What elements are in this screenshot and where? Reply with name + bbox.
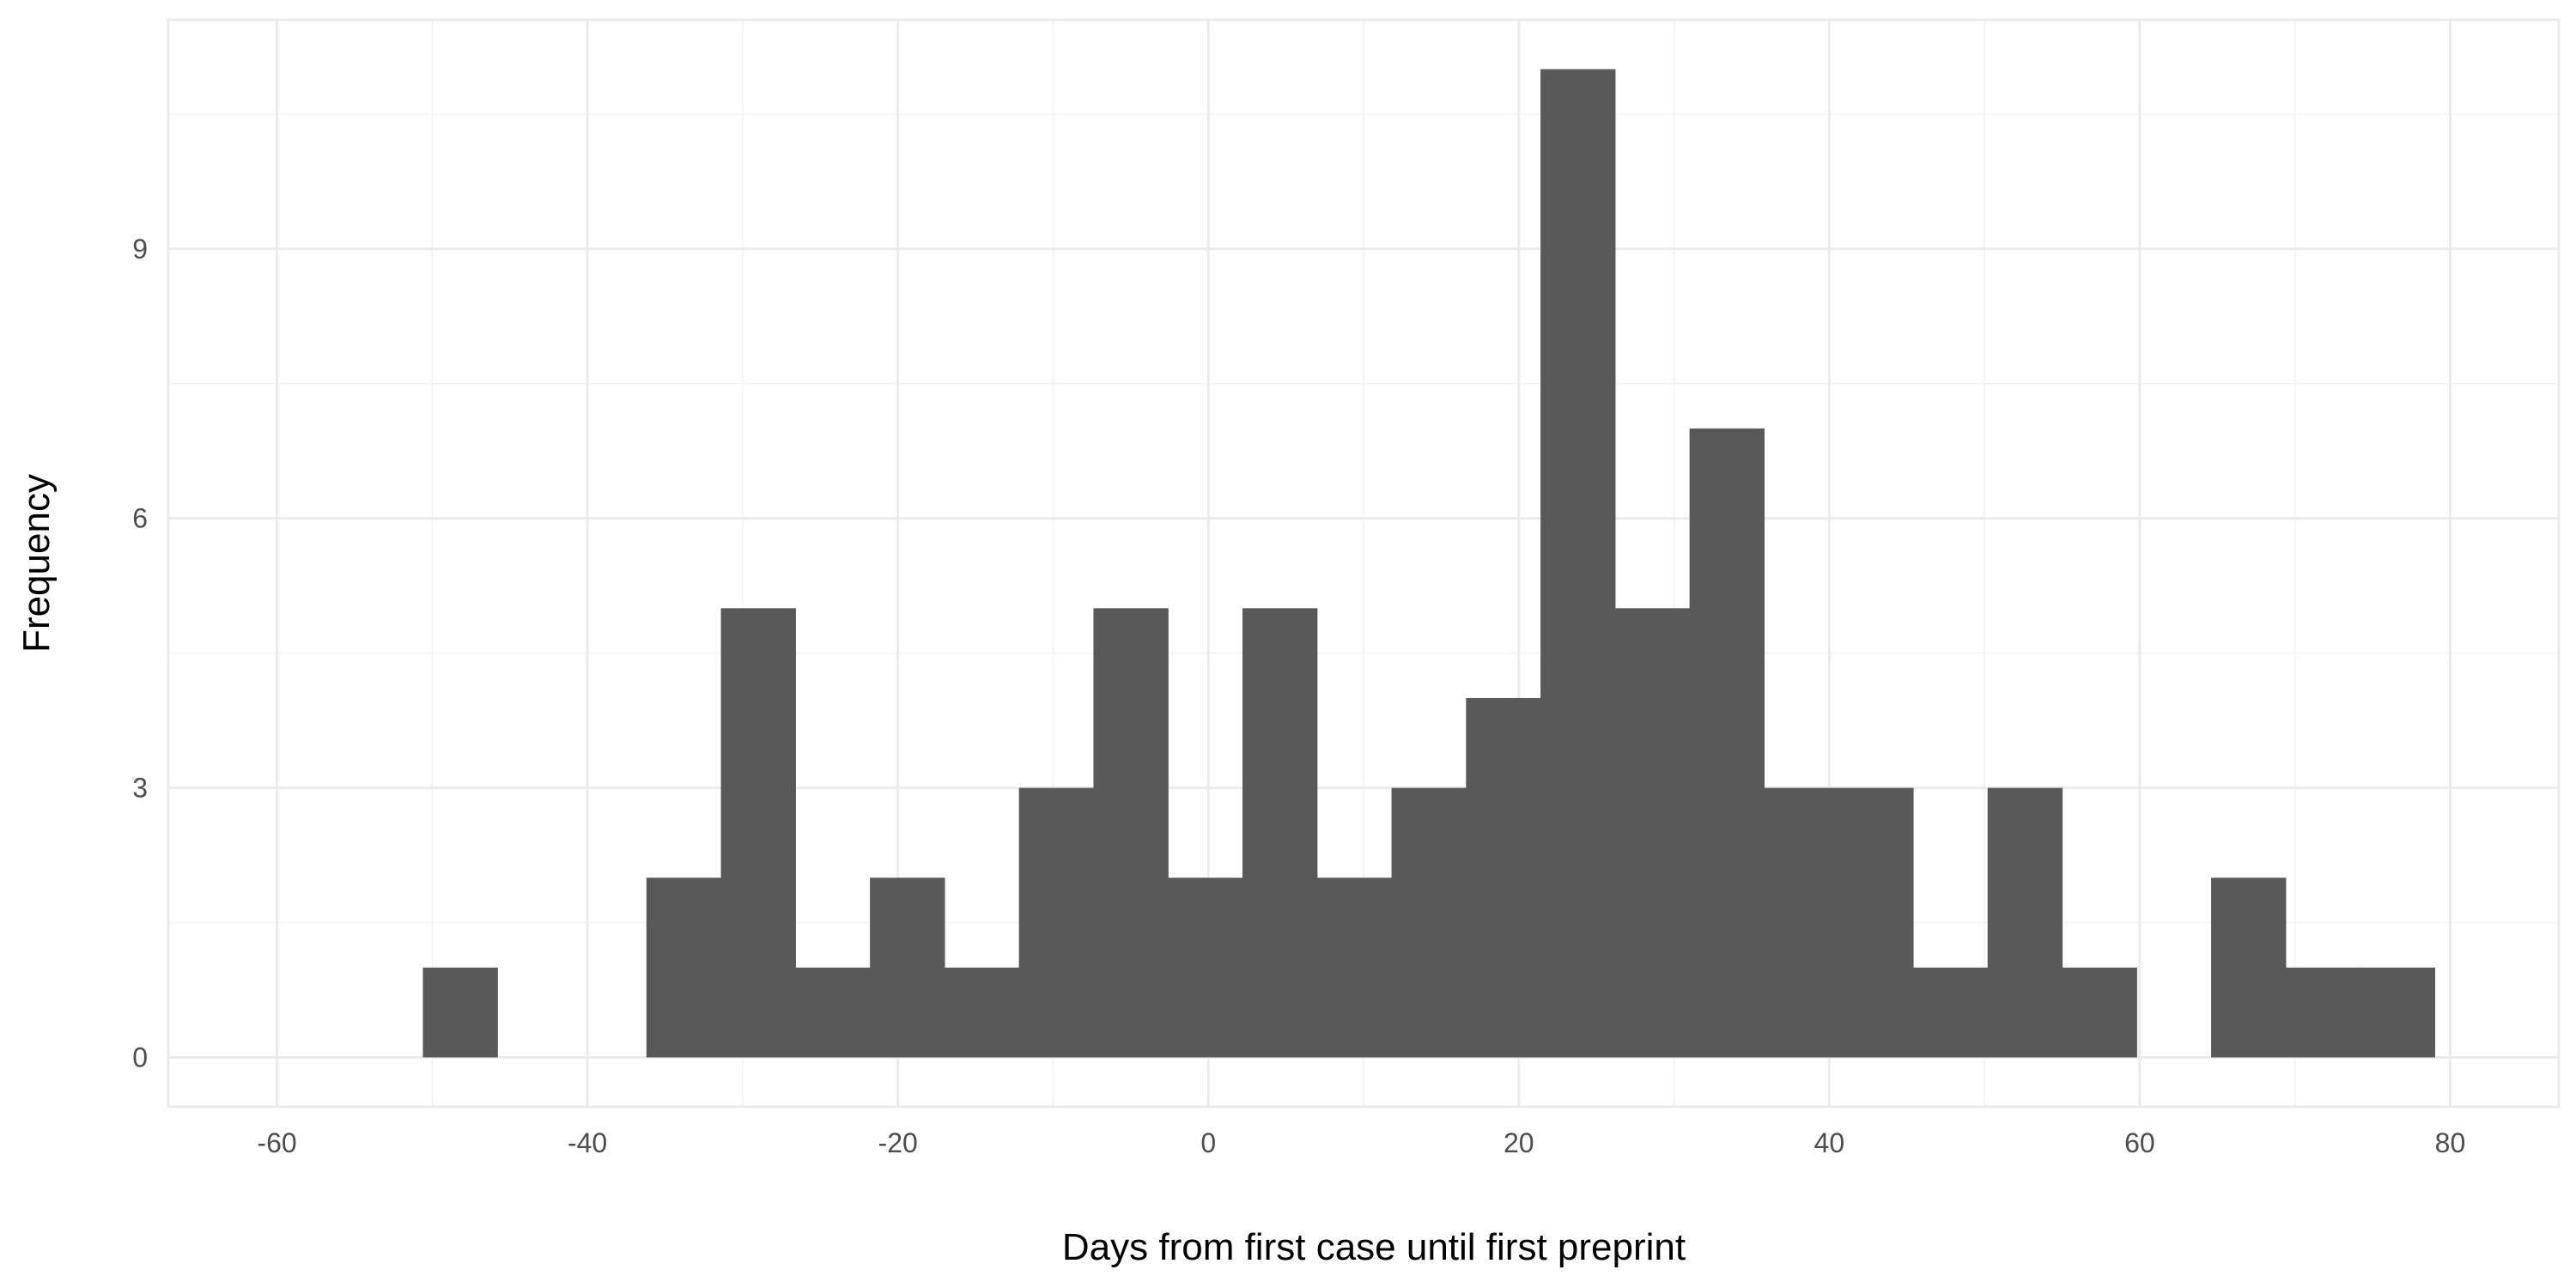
histogram-bar <box>1093 608 1169 1058</box>
histogram-bar <box>646 878 722 1058</box>
y-axis-title: Frequency <box>15 474 58 653</box>
histogram-bar <box>944 967 1020 1058</box>
histogram-bar <box>1838 787 1914 1058</box>
histogram-bar <box>1242 608 1318 1058</box>
histogram-bar <box>2285 967 2361 1058</box>
histogram-bar <box>1466 697 1541 1058</box>
histogram-bar <box>1391 787 1467 1058</box>
y-tick-label: 9 <box>132 234 148 264</box>
histogram-bar <box>1540 69 1616 1058</box>
histogram-bar <box>1316 878 1393 1058</box>
x-axis-title: Days from first case until first preprin… <box>1062 1226 1686 1268</box>
x-tick-label: 60 <box>2124 1127 2155 1158</box>
x-tick-label: -20 <box>878 1127 918 1158</box>
histogram-bar <box>1764 787 1839 1058</box>
histogram-bar <box>1987 787 2063 1058</box>
y-tick-label: 0 <box>132 1042 148 1072</box>
histogram-bar <box>720 608 796 1058</box>
histogram-bar <box>870 878 945 1058</box>
histogram-bar <box>795 967 871 1058</box>
histogram-bar <box>1689 428 1765 1058</box>
histogram-bar <box>2211 878 2287 1058</box>
x-tick-label: -60 <box>257 1127 296 1158</box>
x-tick-label: 0 <box>1200 1127 1216 1158</box>
x-tick-label: 20 <box>1504 1127 1534 1158</box>
x-tick-label: -40 <box>568 1127 607 1158</box>
histogram-bar <box>1912 967 1989 1058</box>
histogram-bar <box>1018 787 1095 1058</box>
bar-layer <box>422 69 2435 1058</box>
tick-layer: -60 -40 -20 0 20 40 60 80 0 3 6 9 <box>132 234 2465 1158</box>
y-tick-label: 3 <box>132 773 148 804</box>
panel-border <box>167 18 2561 1109</box>
histogram-bar <box>1614 608 1691 1058</box>
histogram-bar <box>1168 878 1243 1058</box>
y-tick-label: 6 <box>132 503 148 534</box>
histogram-bar <box>422 967 498 1058</box>
x-tick-label: 80 <box>2435 1127 2466 1158</box>
x-tick-label: 40 <box>1814 1127 1845 1158</box>
histogram-bar <box>2360 967 2435 1058</box>
histogram-bar <box>2062 967 2137 1058</box>
